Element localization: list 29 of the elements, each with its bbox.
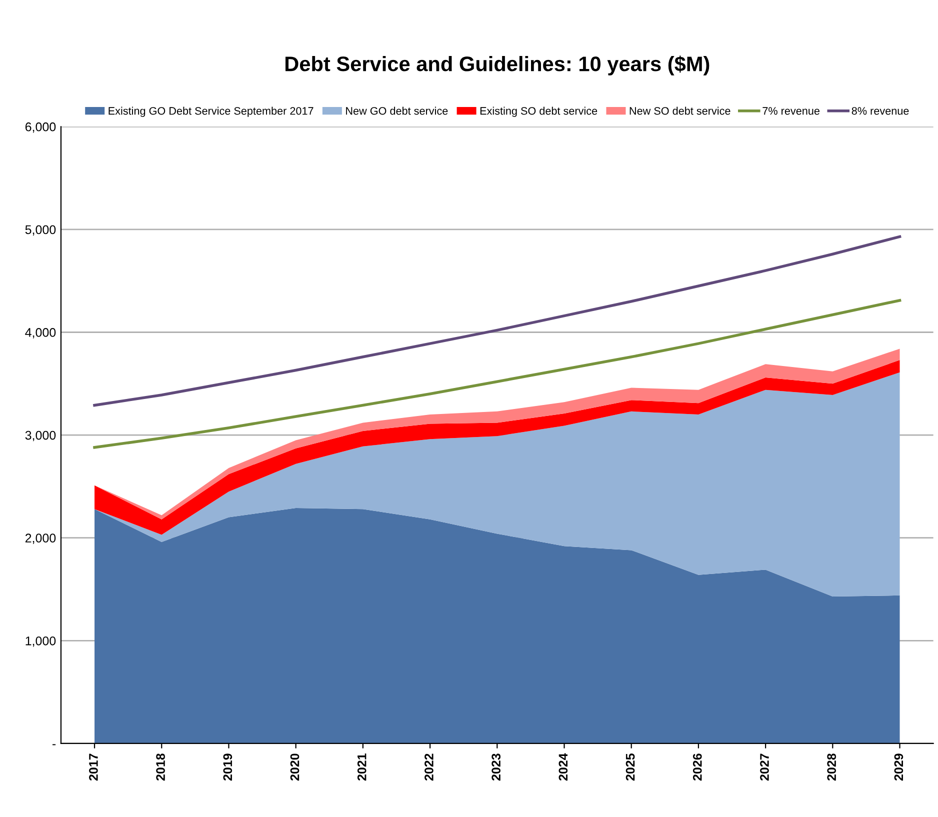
x-tick-label: 2025 [626,754,635,781]
x-tick-label: 2022 [424,754,434,781]
x-tick-label: 2020 [290,754,300,781]
chart-title: Debt Service and Guidelines: 10 years ($M) [286,56,710,76]
x-tick-label: 2029 [894,754,904,781]
y-tick-label: 4,000 [25,328,56,338]
legend-label: 8% revenue [852,107,909,115]
x-tick-label: 2026 [692,754,702,781]
x-tick-label: 2027 [760,754,769,781]
y-tick-label: 3,000 [25,430,56,442]
y-tick-label: - [52,744,56,746]
y-tick-label: 5,000 [25,225,56,236]
legend-label: New GO debt service [346,106,448,115]
y-tick-label: 2,000 [25,534,56,544]
x-tick-label: 2019 [223,754,232,781]
x-tick-label: 2023 [492,754,501,781]
x-tick-label: 2024 [558,753,568,781]
legend-label: New SO debt service [630,106,730,115]
legend-label: Existing GO Debt Service September 2017 [108,106,314,117]
x-tick-label: 2017 [89,754,98,781]
legend-label: Existing SO debt service [480,106,598,117]
y-tick-label: 1,000 [26,636,56,647]
line-series [93,235,902,407]
y-tick-label: 6,000 [25,122,56,133]
legend-label: 7% revenue [762,107,820,115]
line-series [93,298,902,449]
x-tick-label: 2028 [827,754,836,781]
x-tick-label: 2018 [156,754,165,781]
x-tick-label: 2021 [357,754,366,781]
